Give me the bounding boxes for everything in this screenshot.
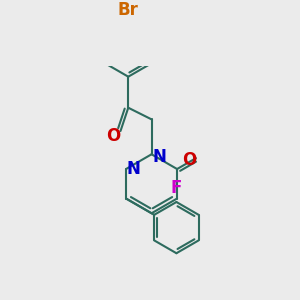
Text: N: N (152, 148, 166, 166)
Text: F: F (171, 179, 182, 197)
Text: N: N (127, 160, 141, 178)
Text: O: O (183, 151, 197, 169)
Text: Br: Br (118, 1, 139, 19)
Text: O: O (106, 127, 120, 145)
